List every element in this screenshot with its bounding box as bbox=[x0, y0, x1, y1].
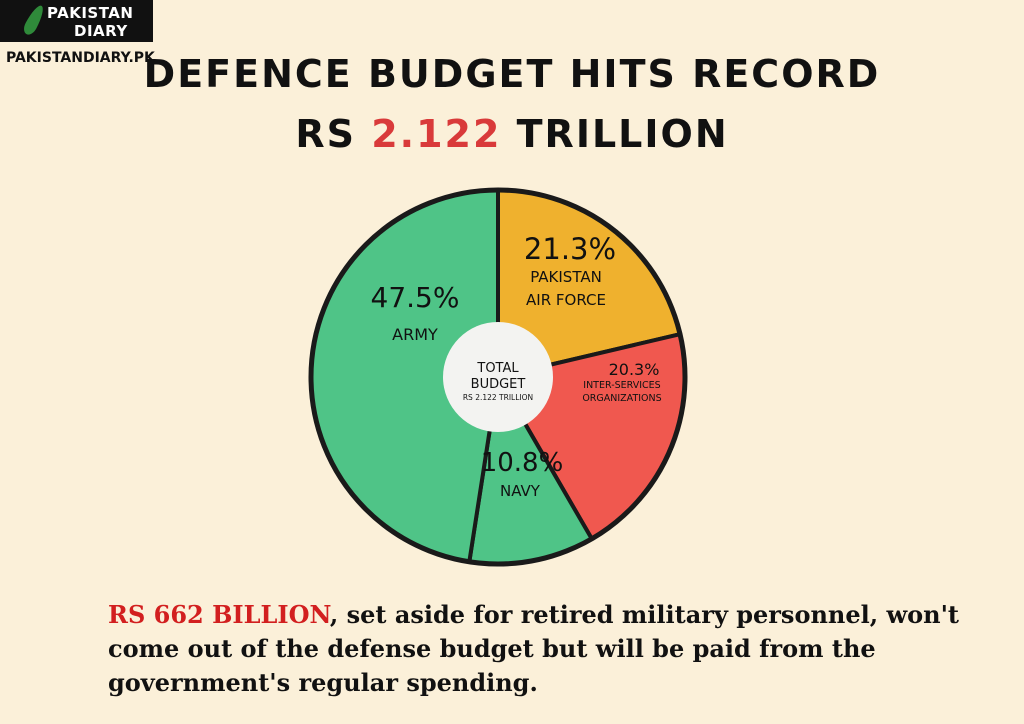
title-line2: RS 2.122 TRILLION bbox=[0, 112, 1024, 156]
footnote-text: , set aside for retired military personn… bbox=[108, 600, 959, 697]
pie-outline bbox=[308, 187, 688, 567]
slice-percent-label: 10.8% bbox=[481, 448, 564, 478]
slice-name-label: AIR FORCE bbox=[526, 291, 606, 309]
center-disc bbox=[443, 322, 553, 432]
slice-name-label: ORGANIZATIONS bbox=[582, 393, 661, 404]
center-label-line3: RS 2.122 TRILLION bbox=[463, 393, 533, 402]
slice-name-label: PAKISTAN bbox=[530, 268, 602, 286]
title-prefix: RS bbox=[295, 112, 372, 156]
logo: PAKISTAN DIARY bbox=[0, 0, 153, 42]
center-label-line1: TOTAL bbox=[476, 361, 519, 376]
slice-name-label: ARMY bbox=[392, 325, 438, 344]
site-url: PAKISTANDIARY.PK bbox=[6, 50, 155, 66]
logo-text-line2: DIARY bbox=[74, 22, 128, 40]
slice-percent-label: 21.3% bbox=[524, 232, 616, 266]
center-label-line2: BUDGET bbox=[471, 377, 526, 392]
slice-percent-label: 47.5% bbox=[371, 281, 460, 314]
slice-percent-label: 20.3% bbox=[609, 360, 660, 379]
footnote: RS 662 BILLION, set aside for retired mi… bbox=[108, 598, 968, 700]
title-suffix: TRILLION bbox=[501, 112, 729, 156]
footnote-highlight: RS 662 BILLION bbox=[108, 600, 330, 629]
title-amount: 2.122 bbox=[371, 112, 502, 156]
slice-name-label: NAVY bbox=[500, 482, 541, 500]
logo-text-line1: PAKISTAN bbox=[47, 4, 134, 22]
title-line1: DEFENCE BUDGET HITS RECORD bbox=[143, 52, 881, 96]
slice-name-label: INTER-SERVICES bbox=[583, 380, 660, 391]
